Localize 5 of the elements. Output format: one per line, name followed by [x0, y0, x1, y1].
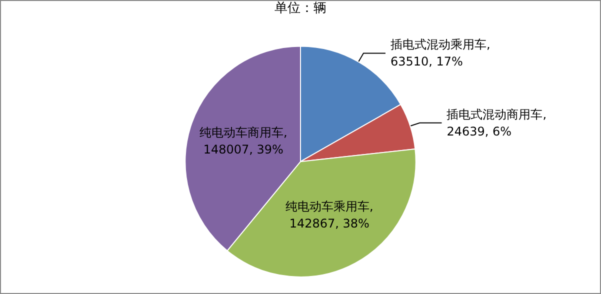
chart-subtitle: 单位：辆: [274, 1, 326, 16]
slice-label: 纯电动车乘用车, 142867, 38%: [285, 199, 374, 230]
slice-label: 纯电动车商用车, 148007, 39%: [199, 126, 288, 157]
slice-label: 插电式混动商用车, 24639, 6%: [446, 107, 547, 138]
slice-label: 插电式混动乘用车, 63510, 17%: [390, 38, 490, 69]
